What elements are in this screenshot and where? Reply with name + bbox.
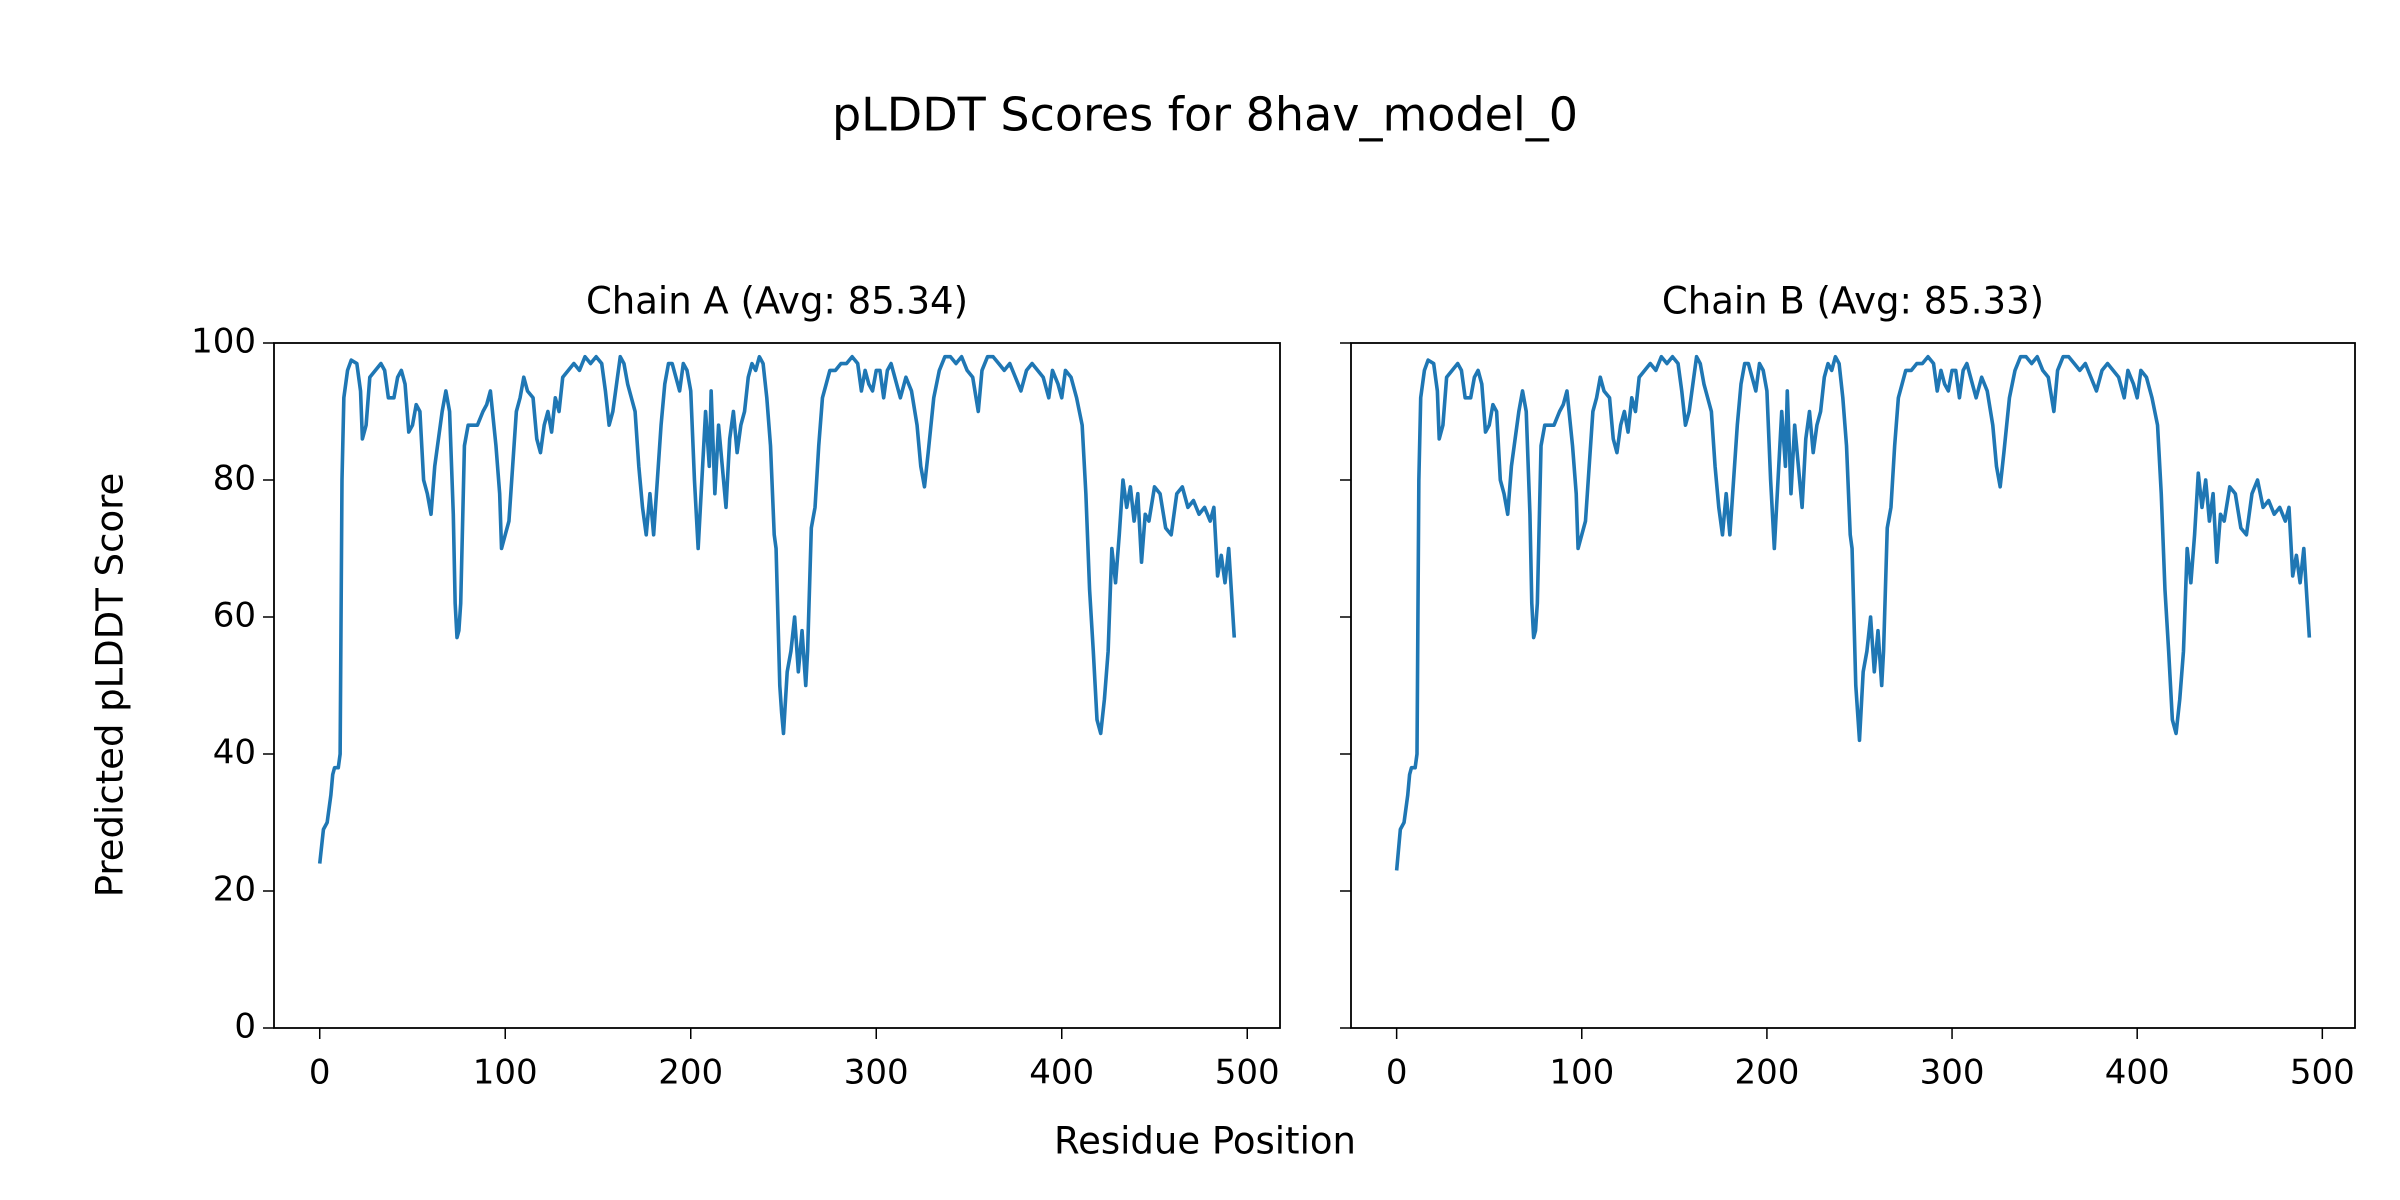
- x-axis-label: Residue Position: [1054, 1120, 1356, 1163]
- x-tick-label: 300: [844, 1053, 909, 1093]
- x-tick-label: 100: [1549, 1053, 1614, 1093]
- panel-title: Chain A (Avg: 85.34): [586, 280, 968, 323]
- line-series: [1394, 354, 2312, 871]
- x-tick-label: 500: [2290, 1053, 2355, 1093]
- x-tick-label: 400: [2105, 1053, 2170, 1093]
- y-tick-label: 40: [213, 733, 256, 773]
- plot-frame: [273, 342, 1281, 1029]
- figure-title: pLDDT Scores for 8hav_model_0: [832, 88, 1578, 142]
- x-tick-label: 100: [473, 1053, 538, 1093]
- y-tick-label: 60: [213, 596, 256, 636]
- panel-title: Chain B (Avg: 85.33): [1662, 280, 2044, 323]
- x-tick-label: 300: [1920, 1053, 1985, 1093]
- x-tick-label: 400: [1029, 1053, 1094, 1093]
- x-tick-label: 0: [309, 1053, 331, 1093]
- plot-frame: [1350, 342, 2356, 1029]
- y-axis-label: Predicted pLDDT Score: [89, 473, 132, 898]
- x-tick-label: 500: [1215, 1053, 1280, 1093]
- x-tick-label: 200: [658, 1053, 723, 1093]
- y-tick-label: 20: [213, 870, 256, 910]
- x-tick-label: 200: [1734, 1053, 1799, 1093]
- line-series: [317, 354, 1237, 864]
- y-tick-label: 0: [234, 1007, 256, 1047]
- y-tick-label: 100: [191, 322, 256, 362]
- x-tick-label: 0: [1386, 1053, 1408, 1093]
- y-tick-label: 80: [213, 459, 256, 499]
